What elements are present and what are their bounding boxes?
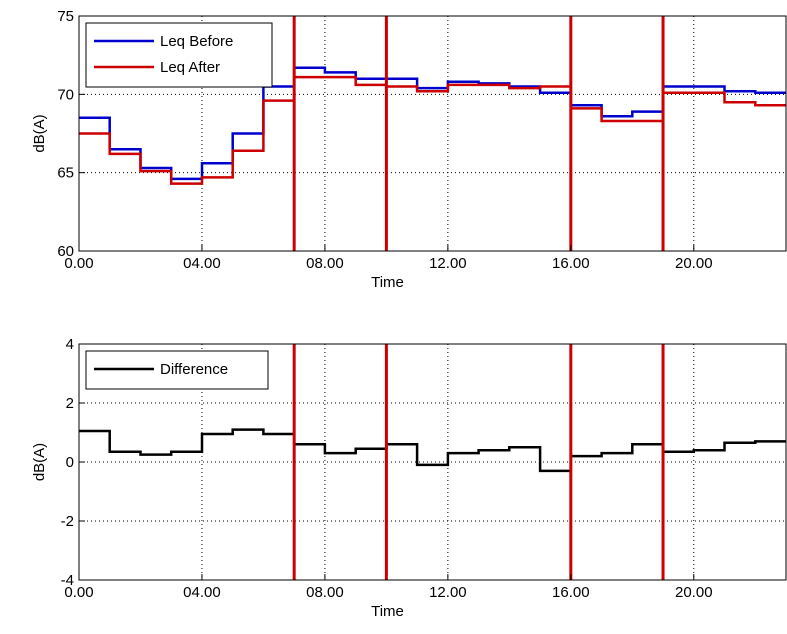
y-tick-label: 4 [66, 336, 74, 353]
y-tick-label: 70 [57, 86, 74, 103]
x-tick-label: 20.00 [675, 255, 713, 272]
x-axis-label: Time [371, 603, 404, 620]
legend-label: Leq Before [160, 33, 233, 50]
chart-2: 0.00 04.00 08.00 12.00 16.00 20.00 -4 -2 0 2 4 Time… [31, 336, 787, 620]
x-tick-label: 0.00 [64, 584, 93, 601]
y-tick-label: 2 [66, 395, 74, 412]
y-tick-label: 60 [57, 243, 74, 260]
y-axis-label: dB(A) [31, 114, 48, 152]
x-tick-label: 16.00 [552, 584, 590, 601]
y-tick-label: -4 [61, 572, 74, 589]
x-tick-label: 0.00 [64, 255, 93, 272]
x-tick-label: 20.00 [675, 584, 713, 601]
y-tick-label: 75 [57, 8, 74, 25]
y-tick-label: 0 [66, 454, 74, 471]
y-tick-label: 65 [57, 165, 74, 182]
x-tick-label: 08.00 [306, 584, 344, 601]
plot-frame [78, 15, 787, 252]
x-tick-label: 16.00 [552, 255, 590, 272]
x-axis-label: Time [371, 274, 404, 291]
x-tick-label: 08.00 [306, 255, 344, 272]
x-tick-label: 04.00 [183, 584, 221, 601]
legend-label: Leq After [160, 59, 220, 76]
legend [85, 22, 273, 88]
x-tick-label: 12.00 [429, 584, 467, 601]
y-tick-label: -2 [61, 513, 74, 530]
x-tick-label: 12.00 [429, 255, 467, 272]
chart-1: 0.00 04.00 08.00 12.00 16.00 20.00 60 65 70 75 Tim… [31, 8, 787, 291]
x-tick-label: 04.00 [183, 255, 221, 272]
legend-label: Difference [160, 361, 228, 378]
y-axis-label: dB(A) [31, 443, 48, 481]
